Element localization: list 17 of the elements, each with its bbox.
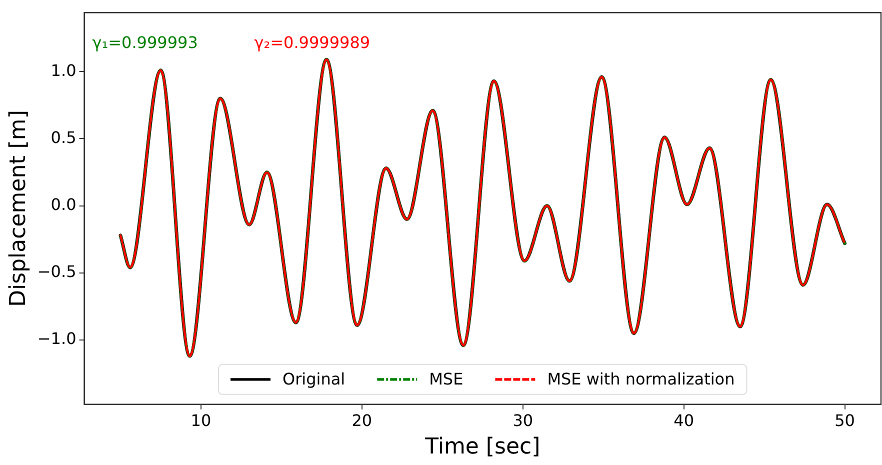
x-axis-title: Time [sec]	[424, 434, 540, 460]
legend-label: MSE with normalization	[547, 370, 735, 389]
x-tick-label: 50	[834, 411, 855, 430]
y-tick-label: 0.0	[50, 194, 76, 214]
legend-label: MSE	[429, 370, 464, 389]
x-tick-label: 40	[674, 411, 694, 430]
legend-label: Original	[282, 370, 346, 389]
y-tick-label: −0.5	[37, 262, 76, 282]
annotation: γ₁=0.999993	[92, 32, 198, 52]
y-axis-title: Displacement [m]	[6, 110, 31, 307]
y-tick-label: 1.0	[50, 60, 76, 80]
x-tick-label: 10	[190, 411, 212, 430]
y-tick-label: 0.5	[50, 128, 76, 147]
annotation: γ₂=0.9999989	[254, 32, 370, 52]
x-tick-label: 20	[352, 411, 372, 430]
y-tick-label: −1.0	[37, 329, 76, 348]
x-tick-label: 30	[512, 411, 534, 430]
